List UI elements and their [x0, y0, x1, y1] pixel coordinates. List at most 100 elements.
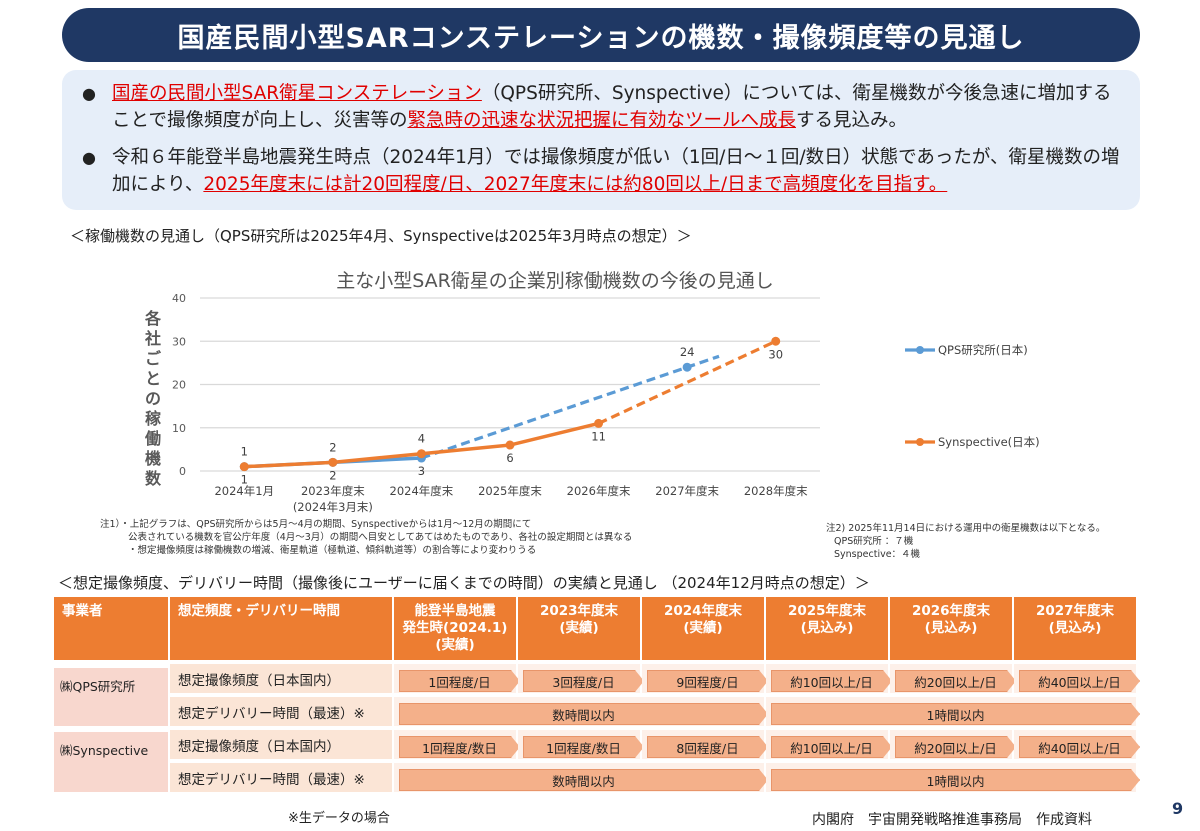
data-label: 24 — [680, 345, 695, 359]
arrow-chevron: 1回程度/数日 — [523, 736, 644, 758]
company-name: ㈱Synspective — [54, 726, 168, 792]
row-label: 想定デリバリー時間（最速）※ — [170, 693, 392, 726]
footnote: ※生データの場合 — [288, 811, 390, 826]
arrow-chevron: 約10回以上/日 — [771, 736, 892, 758]
data-label: 2 — [329, 440, 336, 454]
frequency-cell: 1回程度/数日 — [394, 726, 516, 759]
table-row-frequency: ㈱QPS研究所 想定撮像頻度（日本国内） 1回程度/日 3回程度/日 9回程度/日 約10… — [54, 660, 1136, 726]
x-tick-label: 2026年度末 — [567, 484, 631, 498]
line-chart: 主な小型SAR衛星の企業別稼働機数の今後の見通し 0 10 20 30 40 各社ごとの稼働… — [144, 270, 1040, 514]
frequency-table: 事業者 想定頻度・デリバリー時間 能登半島地震 発生時(2024.1) (実績) 20… — [52, 597, 1138, 792]
arrow-chevron: 1回程度/数日 — [399, 736, 520, 758]
x-tick-label: 2023年度末 — [301, 484, 365, 498]
highlight: 2025年度末には計20回程度/日、2027年度末には約80回以上/日まで高頻度… — [203, 174, 948, 195]
column-header: 想定頻度・デリバリー時間 — [170, 597, 392, 660]
chart-heading: ＜稼働機数の見通し（QPS研究所は2025年4月、Synspectiveは202… — [70, 227, 692, 245]
data-point — [594, 418, 604, 428]
notes-left: 注1）・上記グラフは、QPS研究所からは5月～4月の期間、Synspective… — [100, 518, 632, 557]
notes-right: 注2) 2025年11月14日における運用中の衛星機数は以下となる。 QPS研究… — [826, 522, 1105, 561]
note-line: 注2) 2025年11月14日における運用中の衛星機数は以下となる。 — [826, 523, 1106, 534]
y-axis-label-char: 働 — [144, 429, 161, 448]
data-point — [328, 457, 338, 467]
delivery-cell: 1時間以内 — [766, 693, 1136, 726]
arrow-chevron: 約10回以上/日 — [771, 670, 892, 692]
source-credit: 内閣府 宇宙開発戦略推進事務局 作成資料 — [812, 812, 1092, 828]
delivery-cell: 数時間以内 — [394, 759, 764, 792]
data-point — [239, 462, 249, 472]
x-tick-label: 2024年度末 — [390, 484, 454, 498]
arrow-chevron: 数時間以内 — [399, 769, 768, 791]
arrow-chevron: 約40回以上/日 — [1019, 670, 1140, 692]
legend-label: Synspective(日本) — [938, 435, 1040, 449]
text: 令和６年能登半島地震発生時点（2024年1月）では撮像頻度が低い（1回/日～１回… — [112, 147, 1120, 195]
y-axis-label-char: ご — [145, 349, 161, 368]
frequency-cell: 1回程度/数日 — [518, 726, 640, 759]
text: する見込み。 — [795, 110, 907, 131]
highlight: 緊急時の迅速な状況把握に有効なツールへ成長 — [407, 110, 796, 131]
row-label: 想定デリバリー時間（最速）※ — [170, 759, 392, 792]
y-tick-label: 0 — [179, 465, 186, 478]
table-header-row: 事業者 想定頻度・デリバリー時間 能登半島地震 発生時(2024.1) (実績) 20… — [54, 597, 1136, 660]
y-tick-label: 40 — [172, 292, 186, 305]
column-header: 能登半島地震 発生時(2024.1) (実績) — [394, 597, 516, 660]
x-tick-label: 2025年度末 — [478, 484, 542, 498]
table-row-delivery: 想定デリバリー時間（最速）※ 数時間以内 1時間以内 — [54, 693, 1136, 726]
y-axis-label-char: の — [145, 389, 161, 408]
data-label: 2 — [329, 468, 336, 482]
y-axis-label-char: と — [145, 369, 161, 388]
x-tick-label: 2028年度末 — [744, 484, 808, 498]
page-title: 国産民間小型SARコンステレーションの機数・撮像頻度等の見通し — [62, 8, 1140, 62]
y-axis-label-char: 各 — [144, 309, 162, 328]
column-header: 2025年度末 (見込み) — [766, 597, 888, 660]
forecast-line — [597, 339, 777, 425]
arrow-chevron: 約40回以上/日 — [1019, 736, 1140, 758]
arrow-chevron: 1時間以内 — [771, 703, 1140, 725]
chart-title: 主な小型SAR衛星の企業別稼働機数の今後の見通し — [336, 270, 774, 292]
frequency-cell: 約10回以上/日 — [766, 660, 888, 693]
table-row-delivery: 想定デリバリー時間（最速）※ 数時間以内 1時間以内 — [54, 759, 1136, 792]
arrow-chevron: 約20回以上/日 — [895, 670, 1016, 692]
column-header: 2024年度末 (実績) — [642, 597, 764, 660]
data-point — [416, 449, 426, 459]
x-tick-label: 2024年1月 — [214, 484, 274, 498]
y-tick-label: 10 — [172, 422, 186, 435]
data-label: 30 — [768, 347, 783, 361]
legend-label: QPS研究所(日本) — [938, 343, 1028, 357]
data-point — [771, 336, 781, 346]
arrow-chevron: 数時間以内 — [399, 703, 768, 725]
text: （QPS研究所、Synspective）については、衛星機数が今後急速に増加する… — [112, 83, 1112, 131]
y-axis-label-char: 社 — [144, 329, 161, 348]
note-line: ・想定撮像頻度は稼働機数の増減、衛星軌道（極軌道、傾斜軌道等）の割合等により変わ… — [128, 545, 537, 556]
y-tick-label: 20 — [172, 379, 186, 392]
note-line: Synspective：４機 — [834, 549, 921, 560]
bullet-2: ● 令和６年能登半島地震発生時点（2024年1月）では撮像頻度が低い（1回/日～１… — [82, 144, 1120, 198]
row-label: 想定撮像頻度（日本国内） — [170, 726, 392, 759]
legend-marker — [916, 346, 924, 354]
data-label: 6 — [506, 451, 513, 465]
frequency-cell: 約40回以上/日 — [1014, 726, 1136, 759]
column-header: 2027年度末 (見込み) — [1014, 597, 1136, 660]
bullet-1: ● 国産の民間小型SAR衛星コンステレーション（QPS研究所、Synspectiv… — [82, 80, 1120, 134]
frequency-cell: 約10回以上/日 — [766, 726, 888, 759]
y-tick-label: 30 — [172, 335, 186, 348]
arrow-chevron: 3回程度/日 — [523, 670, 644, 692]
frequency-cell: 8回程度/日 — [642, 726, 764, 759]
summary-box: ● 国産の民間小型SAR衛星コンステレーション（QPS研究所、Synspectiv… — [62, 70, 1140, 210]
arrow-chevron: 8回程度/日 — [647, 736, 768, 758]
frequency-cell: 約40回以上/日 — [1014, 660, 1136, 693]
data-label: 3 — [418, 464, 425, 478]
column-header: 事業者 — [54, 597, 168, 660]
y-axis-label-char: 数 — [145, 469, 162, 488]
frequency-cell: 1回程度/日 — [394, 660, 516, 693]
bullet-text: 令和６年能登半島地震発生時点（2024年1月）では撮像頻度が低い（1回/日～１回… — [112, 144, 1120, 198]
delivery-cell: 1時間以内 — [766, 759, 1136, 792]
company-name: ㈱QPS研究所 — [54, 660, 168, 726]
forecast-line — [420, 354, 720, 460]
y-axis-label-char: 稼 — [145, 409, 161, 428]
x-tick-label: 2027年度末 — [655, 484, 719, 498]
highlight: 国産の民間小型SAR衛星コンステレーション — [112, 83, 482, 104]
frequency-cell: 約20回以上/日 — [890, 726, 1012, 759]
bullet-dot-icon: ● — [82, 148, 96, 167]
table-row-frequency: ㈱Synspective 想定撮像頻度（日本国内） 1回程度/数日 1回程度/数日 8回… — [54, 726, 1136, 792]
delivery-cell: 数時間以内 — [394, 693, 764, 726]
